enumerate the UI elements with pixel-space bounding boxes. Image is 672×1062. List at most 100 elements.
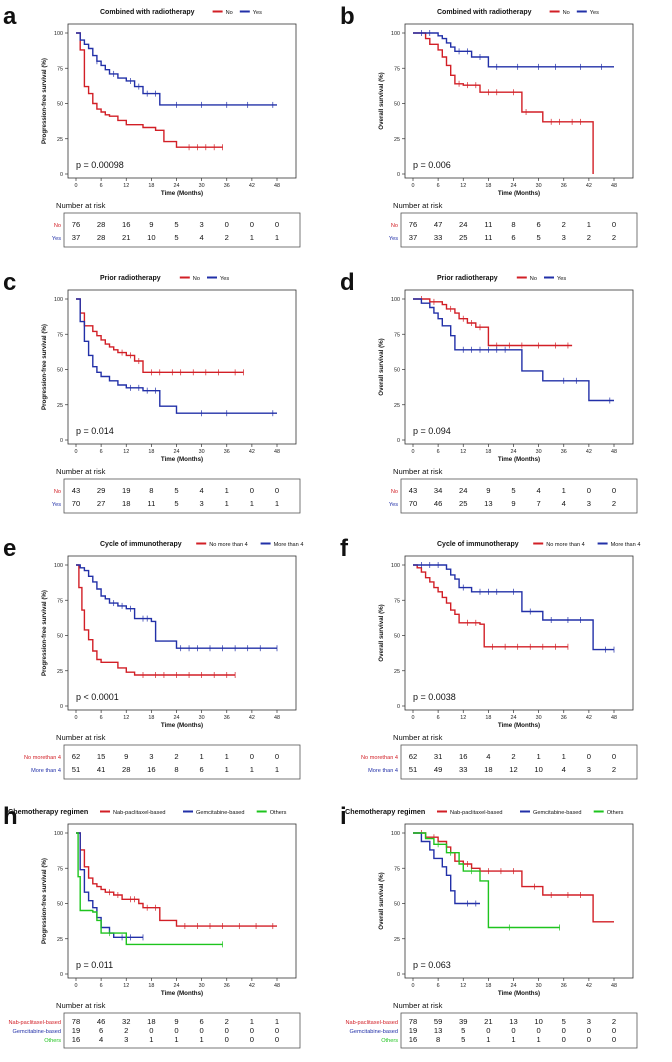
risk-value: 0 bbox=[250, 220, 254, 229]
risk-value: 1 bbox=[486, 1035, 490, 1044]
x-tick-label: 12 bbox=[123, 449, 129, 455]
x-tick-label: 0 bbox=[412, 183, 415, 189]
risk-value: 0 bbox=[275, 486, 279, 495]
risk-value: 28 bbox=[97, 233, 105, 242]
y-tick-label: 100 bbox=[54, 31, 63, 37]
x-tick-label: 6 bbox=[100, 449, 103, 455]
y-tick-label: 0 bbox=[60, 972, 63, 978]
y-tick-label: 25 bbox=[57, 669, 63, 675]
x-tick-label: 36 bbox=[561, 715, 567, 721]
x-tick-label: 36 bbox=[224, 449, 230, 455]
chart-title: Combined with radiotherapy bbox=[437, 9, 532, 16]
risk-value: 49 bbox=[434, 765, 442, 774]
risk-value: 9 bbox=[486, 486, 490, 495]
risk-value: 76 bbox=[72, 220, 80, 229]
x-tick-label: 42 bbox=[586, 715, 592, 721]
risk-value: 4 bbox=[537, 486, 541, 495]
risk-value: 5 bbox=[174, 486, 178, 495]
risk-value: 5 bbox=[174, 233, 178, 242]
x-tick-label: 36 bbox=[224, 983, 230, 989]
legend-label: More than 4 bbox=[274, 542, 304, 548]
km-curve-1 bbox=[413, 298, 614, 402]
risk-value: 0 bbox=[612, 1035, 616, 1044]
panel-label: b bbox=[340, 3, 355, 30]
x-tick-label: 18 bbox=[148, 183, 154, 189]
risk-value: 21 bbox=[122, 233, 130, 242]
x-tick-label: 30 bbox=[199, 983, 205, 989]
risk-value: 1 bbox=[275, 765, 279, 774]
x-tick-label: 36 bbox=[561, 983, 567, 989]
risk-row-label: No morethan 4 bbox=[24, 755, 61, 761]
risk-value: 1 bbox=[562, 486, 566, 495]
risk-title: Number at risk bbox=[393, 733, 443, 742]
risk-value: 2 bbox=[174, 752, 178, 761]
risk-value: 0 bbox=[250, 752, 254, 761]
y-tick-label: 0 bbox=[60, 704, 63, 710]
x-tick-label: 18 bbox=[148, 449, 154, 455]
risk-row-label: No bbox=[54, 223, 61, 229]
y-axis-label: Overall survival (%) bbox=[378, 72, 385, 129]
panel-label: h bbox=[3, 803, 18, 830]
risk-value: 1 bbox=[225, 765, 229, 774]
p-value: p = 0.094 bbox=[413, 426, 451, 436]
risk-value: 0 bbox=[537, 1026, 541, 1035]
risk-table-frame bbox=[400, 744, 638, 780]
chart-title: Combined with radiotherapy bbox=[100, 9, 195, 16]
x-tick-label: 36 bbox=[224, 715, 230, 721]
risk-row-label: Gemcitabine-based bbox=[12, 1029, 61, 1035]
risk-value: 2 bbox=[612, 233, 616, 242]
risk-value: 47 bbox=[434, 220, 442, 229]
y-tick-label: 25 bbox=[57, 403, 63, 409]
risk-value: 0 bbox=[587, 1035, 591, 1044]
chart-title-group: Prior radiotherapy No Yes bbox=[100, 275, 229, 282]
risk-value: 11 bbox=[147, 499, 155, 508]
y-tick-label: 25 bbox=[394, 137, 400, 143]
x-tick-label: 36 bbox=[561, 183, 567, 189]
y-tick-label: 100 bbox=[391, 831, 400, 837]
p-value: p = 0.00098 bbox=[76, 160, 124, 170]
risk-value: 10 bbox=[147, 233, 155, 242]
x-tick-label: 0 bbox=[75, 983, 78, 989]
risk-value: 37 bbox=[409, 233, 417, 242]
risk-row-label: Others bbox=[381, 1038, 398, 1044]
risk-value: 0 bbox=[250, 486, 254, 495]
risk-value: 29 bbox=[97, 486, 105, 495]
p-value: p < 0.0001 bbox=[76, 692, 119, 702]
risk-value: 1 bbox=[537, 752, 541, 761]
y-axis-label: Overall survival (%) bbox=[378, 872, 385, 929]
risk-value: 28 bbox=[97, 220, 105, 229]
risk-value: 9 bbox=[174, 1017, 178, 1026]
km-curve-0 bbox=[76, 298, 244, 373]
x-tick-label: 48 bbox=[611, 715, 617, 721]
risk-value: 46 bbox=[434, 499, 442, 508]
legend-label: No bbox=[530, 276, 537, 282]
y-tick-label: 50 bbox=[394, 102, 400, 108]
risk-value: 18 bbox=[122, 499, 130, 508]
chart-title-group: Chemotherapy regimen Nab-paclitaxel-based… bbox=[8, 807, 287, 816]
risk-value: 7 bbox=[537, 499, 541, 508]
km-curve-0 bbox=[76, 832, 277, 927]
risk-value: 11 bbox=[484, 233, 492, 242]
risk-value: 2 bbox=[587, 233, 591, 242]
panel-label: e bbox=[3, 535, 16, 562]
plot-frame bbox=[404, 23, 634, 179]
x-axis-label: Time (Months) bbox=[498, 990, 540, 997]
risk-value: 8 bbox=[436, 1035, 440, 1044]
x-tick-label: 30 bbox=[536, 449, 542, 455]
risk-value: 4 bbox=[562, 499, 566, 508]
risk-value: 6 bbox=[200, 1017, 204, 1026]
x-tick-label: 42 bbox=[586, 449, 592, 455]
risk-value: 24 bbox=[459, 220, 467, 229]
risk-title: Number at risk bbox=[393, 1001, 443, 1010]
legend-label: Yes bbox=[557, 276, 566, 282]
x-tick-label: 6 bbox=[437, 183, 440, 189]
risk-table-frame bbox=[63, 212, 301, 248]
risk-value: 8 bbox=[511, 220, 515, 229]
risk-value: 0 bbox=[511, 1026, 515, 1035]
x-tick-label: 18 bbox=[148, 715, 154, 721]
km-curve-0 bbox=[76, 564, 236, 676]
risk-value: 3 bbox=[562, 233, 566, 242]
